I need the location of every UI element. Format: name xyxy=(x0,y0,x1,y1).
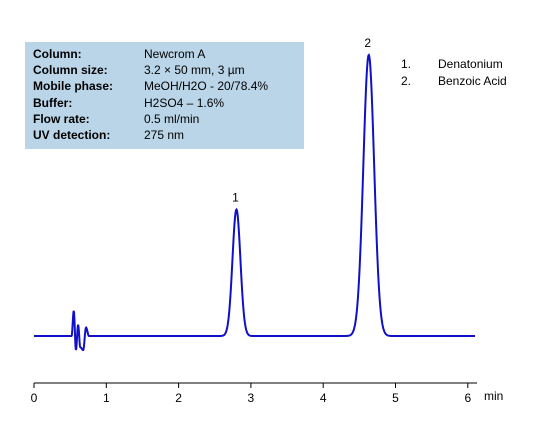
legend-compound-name: Benzoic Acid xyxy=(438,73,507,88)
peak-labels: 12 xyxy=(232,36,371,205)
condition-label: UV detection: xyxy=(33,127,111,142)
peak-label: 1 xyxy=(232,191,239,205)
condition-value: MeOH/H2O - 20/78.4% xyxy=(144,79,269,94)
x-tick-label: 6 xyxy=(464,391,471,405)
x-axis-label: min xyxy=(484,389,503,403)
chromatogram-trace xyxy=(34,53,476,352)
x-tick-label: 2 xyxy=(175,391,182,405)
condition-label: Mobile phase: xyxy=(33,79,114,94)
peak-legend: 1. Denatonium 2. Benzoic Acid xyxy=(401,56,507,89)
x-tick-label: 4 xyxy=(320,391,327,405)
x-tick-label: 1 xyxy=(103,391,110,405)
condition-label: Column size: xyxy=(33,63,108,78)
legend-number: 1. xyxy=(401,57,412,71)
x-axis-ticks: 0 1 2 3 4 5 6 xyxy=(31,383,471,405)
condition-value: 3.2 × 50 mm, 3 µm xyxy=(144,63,245,78)
legend-item: 2. Benzoic Acid xyxy=(401,73,507,90)
peak-label: 2 xyxy=(364,36,371,50)
condition-row-buffer: Buffer: H2SO4 – 1.6% xyxy=(33,95,304,111)
x-tick-label: 5 xyxy=(392,391,399,405)
legend-number: 2. xyxy=(401,73,412,88)
condition-value: 275 nm xyxy=(144,127,185,142)
x-tick-label: 0 xyxy=(31,391,38,405)
x-tick-label: 3 xyxy=(248,391,255,405)
condition-row-uv-detection: UV detection: 275 nm xyxy=(33,127,304,143)
condition-value: Newcrom A xyxy=(144,47,206,61)
condition-row-column: Column: Newcrom A xyxy=(33,46,304,62)
conditions-panel: Column: Newcrom A Column size: 3.2 × 50 … xyxy=(25,42,304,149)
condition-row-mobile-phase: Mobile phase: MeOH/H2O - 20/78.4% xyxy=(33,78,304,94)
condition-label: Column: xyxy=(33,47,82,61)
legend-item: 1. Denatonium xyxy=(401,56,507,73)
condition-label: Flow rate: xyxy=(33,111,90,126)
condition-row-column-size: Column size: 3.2 × 50 mm, 3 µm xyxy=(33,62,304,78)
legend-compound-name: Denatonium xyxy=(438,57,503,71)
condition-label: Buffer: xyxy=(33,95,73,110)
condition-value: H2SO4 – 1.6% xyxy=(144,95,225,110)
condition-value: 0.5 ml/min xyxy=(144,111,200,126)
condition-row-flow-rate: Flow rate: 0.5 ml/min xyxy=(33,111,304,127)
